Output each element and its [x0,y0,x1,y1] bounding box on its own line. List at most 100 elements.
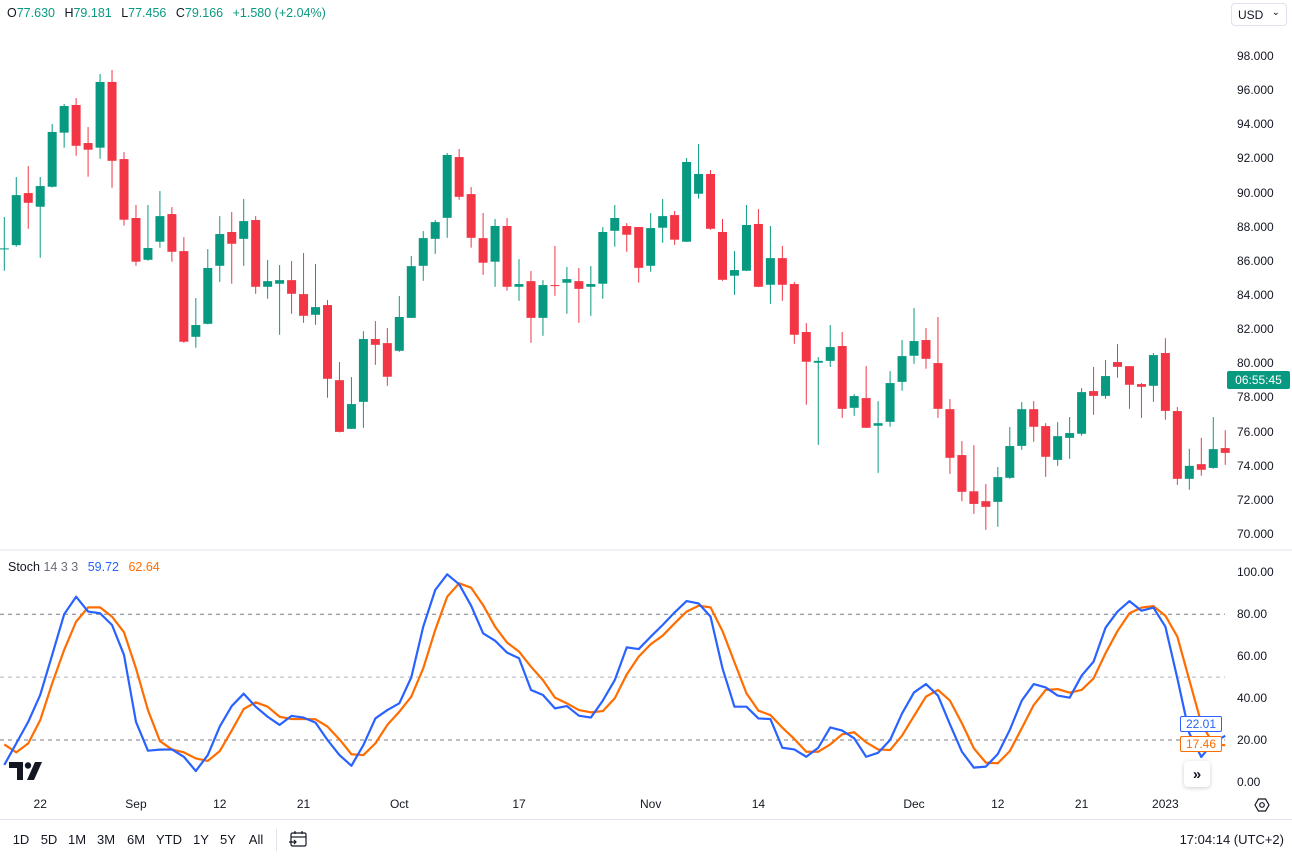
candle-body [35,186,45,207]
candle-body [1208,449,1218,468]
price-axis-label: 76.000 [1237,424,1274,439]
candle-body [694,173,704,194]
candle-body [466,194,476,238]
candle-body [95,81,105,148]
candle-body [418,238,428,266]
bottom-toolbar: 1D 5D 1M 3M 6M YTD 1Y 5Y All 17:04:14 (UTC+2) [0,819,1292,859]
candle-body [921,340,931,359]
candle [71,97,81,156]
range-button-3m[interactable]: 3M [96,832,116,847]
range-button-all[interactable]: All [248,832,264,847]
candle [502,217,512,291]
range-button-5y[interactable]: 5Y [220,832,236,847]
candle [1053,422,1063,466]
candle-body [0,248,9,250]
time-axis-label: 14 [751,797,766,811]
candle-body [191,325,201,337]
candle-body [670,215,680,240]
price-axis-label: 98.000 [1237,49,1274,63]
clock-timezone[interactable]: 17:04:14 (UTC+2) [1179,832,1284,847]
candle [35,177,45,258]
candle [1029,401,1039,442]
tradingview-logo-icon[interactable] [9,762,43,780]
candle [562,266,572,314]
stoch-axis-label: 100.00 [1237,565,1274,580]
stoch-d-line [3,582,1226,765]
candle-body [358,339,368,402]
currency-select[interactable]: USD ⌄ [1231,3,1287,26]
candle-body [334,380,344,432]
stoch-d-value: 62.64 [128,560,160,574]
candle [765,226,775,304]
candle [1017,402,1027,450]
candle [993,467,1003,527]
candle-body [394,317,404,351]
price-axis-label: 72.000 [1237,492,1274,507]
candle [622,223,632,252]
low-value: 77.456 [128,6,167,20]
price-axis-label: 92.000 [1237,151,1274,166]
candle-body [598,231,608,284]
candles [0,69,1230,530]
time-axis-label: 12 [991,797,1005,811]
candle [801,323,811,405]
candle [1148,353,1158,402]
candle [490,219,500,287]
candle-body [514,284,524,287]
time-axis-label: Dec [903,797,925,811]
stoch-axis-label: 40.00 [1237,691,1268,706]
candle-body [442,155,452,218]
time-axis-label: Sep [125,797,147,811]
scroll-to-realtime-button[interactable]: » [1184,761,1210,787]
candle-body [1089,391,1099,396]
candle-body [155,216,165,242]
candle-body [1077,392,1087,434]
candle-body [59,106,69,133]
range-button-6m[interactable]: 6M [126,832,146,847]
range-button-1y[interactable]: 1Y [193,832,209,847]
candle-body [861,398,871,428]
candle [418,231,428,281]
stoch-lines [3,573,1226,773]
candle-body [287,280,297,294]
candle [167,207,177,262]
candle-body [729,270,739,276]
settings-gear-icon[interactable] [1254,797,1270,813]
candle-body [945,409,955,458]
candle-body [179,251,189,342]
stoch-legend[interactable]: Stoch 14 3 3 59.72 62.64 [8,560,160,574]
candle [526,271,536,343]
candle [981,484,991,530]
candle-body [765,258,775,285]
candle [825,325,835,367]
candle-body [1220,448,1230,453]
candle [1041,423,1051,477]
range-button-1d[interactable]: 1D [12,832,30,847]
range-button-ytd[interactable]: YTD [156,832,182,847]
candle [909,308,919,364]
candle-body [275,280,285,284]
candle-body [658,216,668,228]
candle [95,73,105,159]
candle [299,252,309,323]
candle [143,205,153,261]
range-button-5d[interactable]: 5D [40,832,58,847]
candle-body [263,281,273,287]
time-axis-label: 21 [296,797,311,811]
candle-body [239,221,249,239]
time-axis-label: 21 [1074,797,1089,811]
go-to-date-calendar-icon[interactable] [288,829,308,849]
candle [1005,427,1015,479]
open-value: 77.630 [16,6,55,20]
candle-body [610,217,620,231]
close-label: C [175,6,185,20]
candle-body [957,455,967,492]
stoch-axis-label: 20.00 [1237,733,1268,747]
candle-body [23,193,33,203]
candle [358,331,368,428]
candle-body [849,396,859,408]
candle [47,123,57,188]
range-button-1m[interactable]: 1M [67,832,87,847]
candle [837,332,847,418]
